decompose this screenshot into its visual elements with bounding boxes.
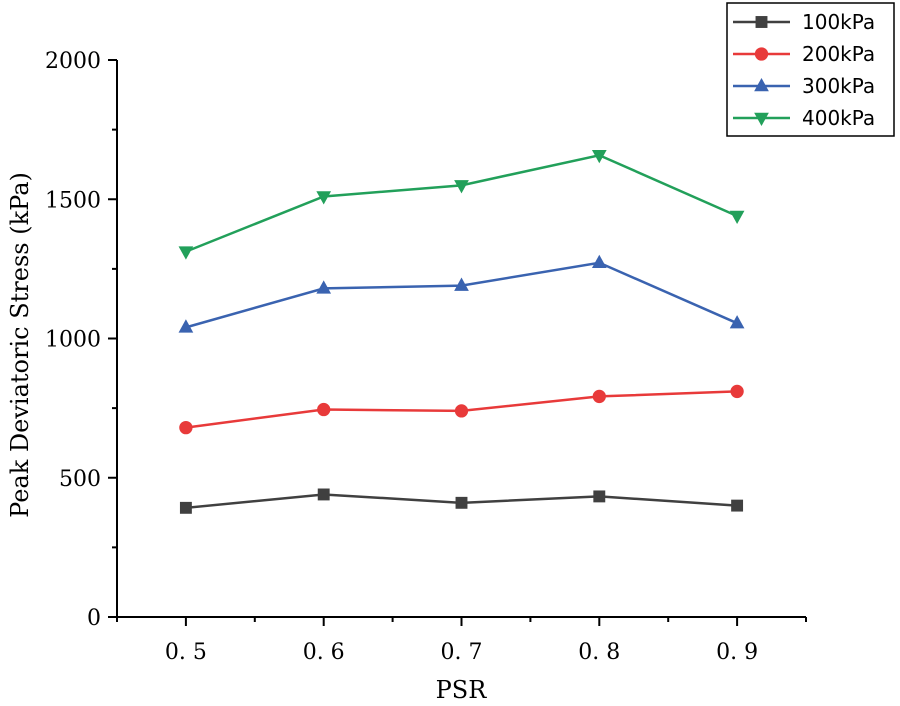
data-point-200kPa-0.5	[179, 420, 193, 435]
data-point-300kPa-0.8	[591, 254, 607, 268]
x-axis-title: PSR	[436, 676, 488, 704]
data-point-400kPa-0.6	[316, 191, 332, 205]
legend-marker-200kPa	[754, 47, 769, 61]
legend-label-400kPa: 400kPa	[802, 106, 875, 130]
x-tick-label-3: 0. 8	[578, 640, 620, 665]
series-group	[178, 149, 745, 514]
data-point-300kPa-0.5	[178, 319, 194, 333]
y-tick-label-2000: 2000	[45, 49, 101, 74]
y-tick-label-1500: 1500	[45, 188, 101, 213]
data-point-400kPa-0.8	[591, 149, 607, 164]
series-400kPa	[178, 149, 745, 260]
data-point-100kPa-0.9	[731, 499, 744, 512]
data-point-100kPa-0.6	[317, 488, 330, 501]
data-point-300kPa-0.7	[454, 277, 469, 291]
y-axis-title: Peak Deviatoric Stress (kPa)	[6, 172, 34, 518]
data-point-100kPa-0.8	[593, 490, 606, 503]
series-200kPa	[179, 384, 744, 435]
series-300kPa	[178, 254, 745, 333]
data-point-300kPa-0.9	[729, 315, 745, 329]
series-100kPa	[179, 488, 744, 514]
x-tick-label-0: 0. 5	[165, 640, 207, 665]
y-tick-label-1000: 1000	[45, 328, 101, 353]
data-point-400kPa-0.9	[729, 210, 745, 225]
data-point-400kPa-0.7	[454, 180, 469, 194]
data-point-200kPa-0.6	[317, 402, 331, 417]
data-point-400kPa-0.5	[178, 246, 194, 260]
legend-marker-400kPa	[754, 112, 769, 127]
legend-marker-300kPa	[754, 77, 769, 92]
series-line-300kPa	[185, 261, 738, 329]
x-tick-label-4: 0. 9	[716, 640, 758, 665]
y-tick-label-0: 0	[87, 606, 101, 631]
x-ticks: 0. 5 0. 6 0. 7 0. 8 0. 9	[116, 617, 807, 665]
y-tick-label-500: 500	[59, 467, 101, 492]
data-point-200kPa-0.7	[454, 404, 469, 418]
legend-label-100kPa: 100kPa	[802, 10, 875, 34]
legend-label-200kPa: 200kPa	[802, 42, 875, 66]
axes	[116, 60, 806, 618]
x-tick-label-2: 0. 7	[441, 640, 483, 665]
data-point-200kPa-0.8	[592, 389, 606, 404]
y-ticks: 0 500 1000 1500 2000	[45, 49, 117, 631]
legend-marker-100kPa	[755, 16, 768, 28]
data-point-200kPa-0.9	[730, 384, 744, 399]
x-tick-label-1: 0. 6	[303, 640, 345, 665]
series-line-400kPa	[185, 153, 738, 253]
data-point-100kPa-0.5	[179, 501, 192, 514]
data-point-300kPa-0.6	[316, 280, 332, 294]
legend: 100kPa 200kPa 300kPa 400kPa	[726, 2, 895, 137]
legend-label-300kPa: 300kPa	[802, 74, 875, 98]
data-point-100kPa-0.7	[455, 496, 468, 509]
